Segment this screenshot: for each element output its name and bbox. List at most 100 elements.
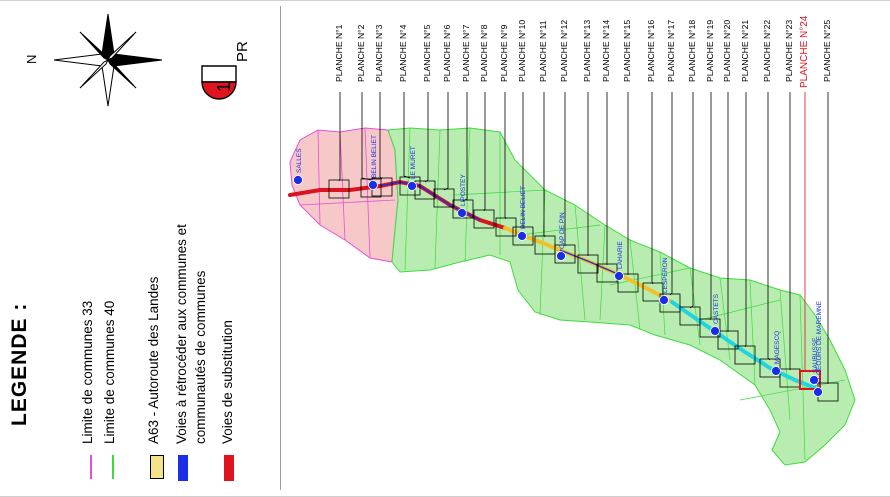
town-label-11: SAUBUSSE [812, 337, 819, 373]
planche-label-22: PLANCHE N°22 [762, 19, 772, 82]
planche-label-25: PLANCHE N°25 [822, 19, 832, 82]
planche-label-17: PLANCHE N°17 [666, 19, 676, 82]
planche-leader-19 [709, 92, 712, 321]
town-label-2: BELIN BELIET [371, 135, 378, 178]
planche-leader-21 [744, 92, 747, 348]
town-pin-3 [407, 181, 417, 191]
planche-box-5 [414, 180, 436, 200]
town-pin-11 [809, 375, 819, 385]
planche-leader-8 [483, 92, 486, 212]
planche-box-1 [328, 179, 350, 199]
town-pin-9 [710, 326, 720, 336]
town-label-12: ST GEOURS DE MAREMNE [816, 300, 823, 385]
planche-leader-18 [689, 92, 694, 309]
planche-label-5: PLANCHE N°5 [422, 24, 432, 82]
planche-leader-5 [424, 92, 429, 183]
planche-label-10: PLANCHE N°10 [517, 19, 527, 82]
town-pin-6 [556, 251, 566, 261]
planche-label-11: PLANCHE N°11 [538, 20, 548, 82]
legend-label-1: Limite de communes 33 [80, 300, 95, 444]
legend-swatch-5 [224, 455, 234, 481]
town-label-1: SALLES [296, 148, 303, 173]
planche-leader-6 [443, 92, 449, 191]
route-cyan [670, 300, 817, 390]
pr-label: PR [234, 41, 251, 62]
pr-number: 1 [214, 81, 234, 92]
planche-box-8 [473, 209, 495, 229]
planche-leader-1 [338, 92, 341, 182]
legend-swatch-2 [112, 455, 114, 479]
legend-swatch-4 [178, 455, 188, 481]
town-label-5: BELIN BELIET [520, 186, 527, 229]
planche-box-16 [642, 282, 664, 302]
planche-label-8: PLANCHE N°8 [479, 24, 489, 82]
legend-label-4-line2: communautés de communes [193, 270, 208, 444]
planche-leader-3 [379, 92, 383, 180]
route-map: SALLES BELIN BELIET LE MURET LIPOSTEY BELIN … [288, 92, 856, 466]
planche-label-24: PLANCHE N°24 [799, 15, 810, 88]
landes-communes [387, 127, 856, 466]
north-arrow-icon [53, 13, 163, 107]
planche-box-19 [699, 318, 721, 338]
town-label-6: CAP DE PIN [559, 212, 566, 249]
planche-leader-7 [462, 92, 468, 202]
planche-box-2 [360, 178, 382, 198]
planche-label-19: PLANCHE N°19 [705, 19, 715, 82]
gironde-inner-1 [299, 127, 396, 259]
planche-label-15: PLANCHE N°15 [622, 19, 632, 82]
planche-box-4 [399, 176, 421, 196]
town-label-9: CASTETS [713, 293, 720, 324]
planche-leader-2 [361, 92, 372, 181]
planche-leader-11 [543, 92, 546, 238]
planche-box-24 [799, 370, 821, 390]
planche-box-18 [679, 306, 701, 326]
planche-label-7: PLANCHE N°7 [461, 24, 471, 82]
planche-label-16: PLANCHE N°16 [646, 19, 656, 82]
planche-leader-4 [403, 92, 411, 179]
town-pin-7 [614, 271, 624, 281]
town-pin-2 [368, 180, 378, 190]
planche-label-4: PLANCHE N°4 [398, 24, 408, 82]
town-pin-12 [813, 387, 823, 397]
north-label: N [24, 54, 39, 64]
planche-label-9: PLANCHE N°9 [499, 24, 509, 82]
legend-swatch-1 [90, 455, 92, 479]
town-label-10: MAGESCQ [774, 331, 781, 364]
planche-leader-22 [767, 92, 771, 361]
planche-box-21 [734, 345, 756, 365]
planche-label-2: PLANCHE N°2 [356, 24, 366, 82]
town-label-7: LAHARIE [617, 241, 624, 269]
planche-leader-16 [651, 92, 654, 285]
legend-label-3: A63 - Autoroute des Landes [146, 276, 161, 444]
legend-label-4: Voies à rétrocéder aux communes et [174, 224, 189, 444]
gironde-communes [289, 127, 399, 263]
planche-label-13: PLANCHE N°13 [582, 19, 592, 82]
landes-inner [404, 127, 846, 461]
planche-label-23: PLANCHE N°23 [784, 19, 794, 82]
town-label-8: LESPERON [662, 257, 669, 293]
town-label-4: LIPOSTEY [460, 174, 467, 206]
planche-label-20: PLANCHE N°20 [722, 19, 732, 82]
legend-swatch-3 [150, 455, 164, 479]
town-pin-10 [771, 366, 781, 376]
planche-label-1: PLANCHE N°1 [334, 24, 344, 82]
planche-label-12: PLANCHE N°12 [559, 19, 569, 82]
planche-box-22 [759, 358, 781, 378]
planche-label-18: PLANCHE N°18 [687, 19, 697, 82]
town-pin-8 [659, 295, 669, 305]
planche-box-6 [433, 188, 455, 208]
legend-label-5: Voies de substitution [220, 320, 235, 444]
town-pin-4 [457, 208, 467, 218]
planche-label-21: PLANCHE N°21 [740, 19, 750, 82]
planche-leader-17 [669, 92, 673, 296]
planche-label-6: PLANCHE N°6 [442, 24, 452, 82]
planche-label-3: PLANCHE N°3 [374, 24, 384, 82]
town-pin-1 [293, 175, 303, 185]
planche-box-7 [452, 199, 474, 219]
town-pin-5 [517, 231, 527, 241]
legend-label-2: Limite de communes 40 [102, 300, 117, 444]
planche-leader-9 [504, 92, 507, 220]
pr-marker-icon [201, 65, 237, 100]
planche-leader-24 [804, 92, 811, 373]
planche-box-17 [659, 293, 681, 313]
